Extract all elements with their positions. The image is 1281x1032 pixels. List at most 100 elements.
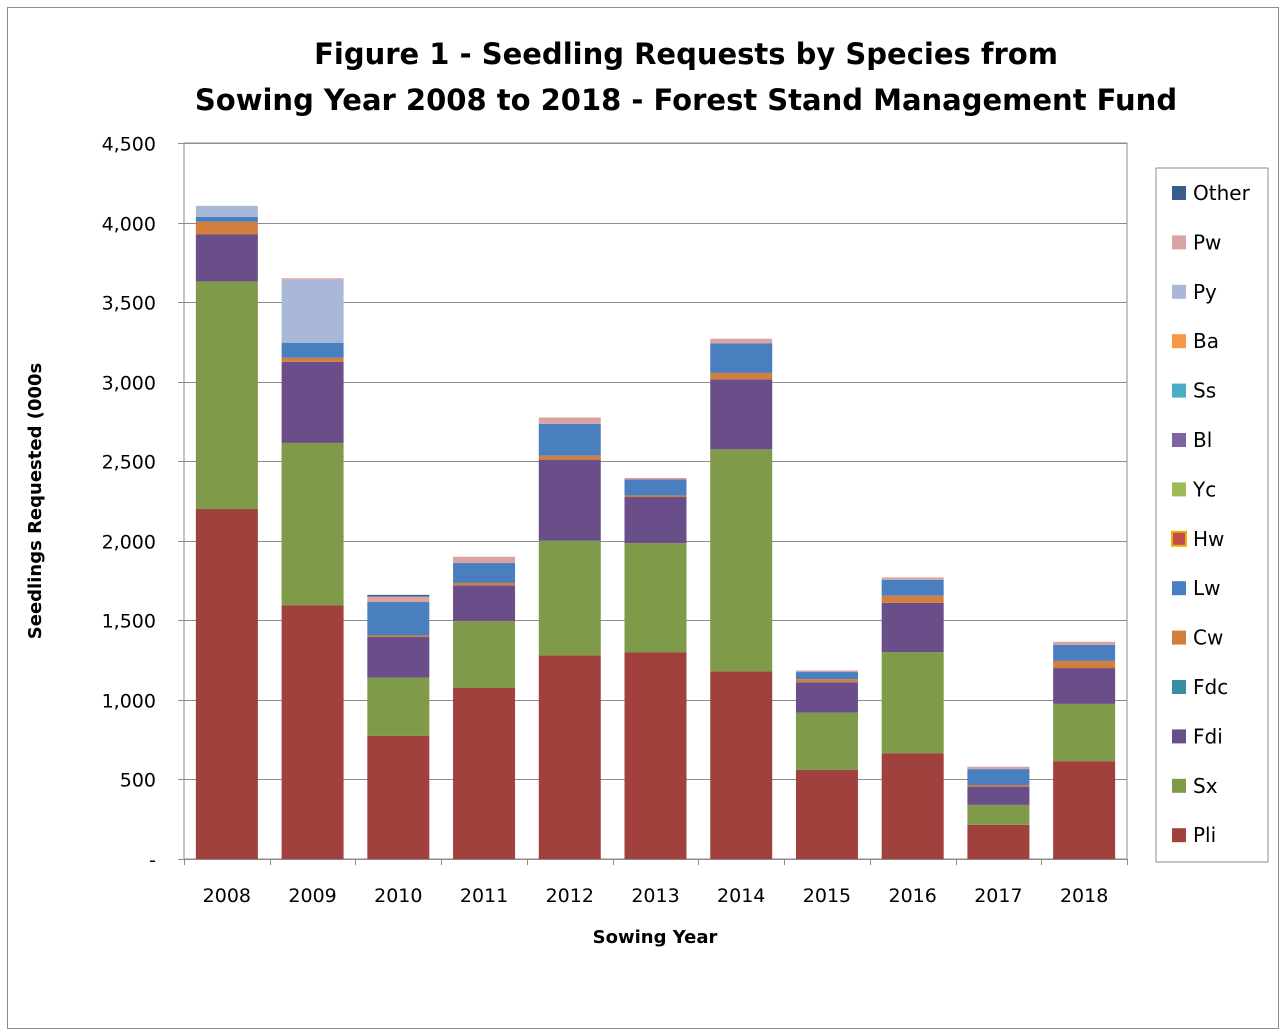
y-tick-label: 1,000 [102,691,156,713]
bar-segment-pli-2011 [453,687,516,859]
y-tick-label: 500 [120,770,156,792]
bar-segment-pw-2009 [281,278,344,280]
bar-segment-cw-2011 [453,582,516,586]
bar-segment-lw-2012 [538,423,601,456]
bar-segment-other-2010 [367,594,430,597]
legend-label-pw: Pw [1193,230,1221,254]
bar-segment-cw-2018 [1053,660,1116,669]
legend-label-ba: Ba [1193,329,1219,353]
x-tick-label: 2017 [974,885,1022,907]
x-axis-title: Sowing Year [593,927,718,948]
bar-segment-cw-2016 [881,595,944,603]
legend-label-pli: Pli [1193,823,1216,847]
chart-title-line-2: Sowing Year 2008 to 2018 - Forest Stand … [195,83,1177,117]
bar-segment-sx-2011 [453,621,516,688]
legend-label-py: Py [1193,280,1217,304]
x-tick-label: 2015 [803,885,851,907]
bar-segment-pli-2015 [795,769,858,859]
x-tick-label: 2014 [717,885,765,907]
x-tick-label: 2009 [288,885,336,907]
bar-segment-pli-2012 [538,655,601,859]
legend-label-lw: Lw [1193,576,1221,600]
legend-label-bl: Bl [1193,428,1212,452]
bar-segment-sx-2008 [195,281,258,509]
bar-segment-cw-2017 [967,785,1030,787]
legend-swatch-ss [1172,383,1186,398]
legend-swatch-lw [1172,581,1186,596]
bar-segment-pw-2015 [795,670,858,673]
y-tick-label: 1,500 [102,611,156,633]
bar-segment-pli-2013 [624,652,687,859]
bar-segment-py-2008 [195,205,258,217]
legend-swatch-bl [1172,433,1186,447]
legend-swatch-hw [1171,530,1187,547]
bar-segment-pli-2008 [195,508,258,859]
bar-segment-lw-2011 [453,563,516,583]
bar-segment-fdi-2015 [795,682,858,713]
x-tick-label: 2008 [203,885,251,907]
bar-segment-sx-2012 [538,540,601,656]
legend-label-fdi: Fdi [1193,724,1223,748]
bar-segment-fdi-2010 [367,637,430,678]
bar-segment-pli-2010 [367,735,430,859]
legend-swatch-sx [1172,778,1186,793]
x-tick-label: 2012 [546,885,594,907]
legend-swatch-other [1172,186,1186,200]
bar-segment-fdi-2012 [538,459,601,541]
bar-segment-sx-2018 [1053,703,1116,762]
bar-segment-cw-2014 [710,372,773,380]
y-tick-label: 2,500 [102,452,156,474]
bar-segment-fdi-2009 [281,361,344,443]
bar-segment-lw-2014 [710,343,773,373]
bar-segment-cw-2010 [367,635,430,638]
bar-segment-fdi-2014 [710,379,773,450]
bar-segment-pli-2017 [967,824,1030,859]
legend-label-sx: Sx [1193,774,1218,798]
bars [195,205,1116,859]
bar-segment-pw-2013 [624,477,687,480]
bar-segment-fdi-2016 [881,602,944,653]
legend-swatch-py [1172,284,1186,299]
bar-segment-sx-2016 [881,652,944,754]
bar-segment-pw-2014 [710,338,773,344]
y-tick-label: - [149,850,156,872]
legend-swatch-yc [1172,482,1186,497]
bar-segment-lw-2018 [1053,644,1116,661]
x-tick-label: 2011 [460,885,508,907]
bar-segment-pw-2010 [367,596,430,603]
bar-segment-py-2009 [281,279,344,343]
bar-segment-pli-2016 [881,753,944,859]
bar-segment-cw-2012 [538,455,601,460]
chart-title-line-1: Figure 1 - Seedling Requests by Species … [314,37,1058,71]
legend-swatch-fdc [1172,680,1186,694]
bar-segment-fdi-2017 [967,786,1030,805]
bar-segment-fdi-2011 [453,585,516,622]
legend-swatch-pw [1172,235,1186,250]
bar-segment-sx-2015 [795,712,858,770]
bar-segment-pw-2016 [881,577,944,580]
legend-label-fdc: Fdc [1193,675,1228,699]
bar-segment-fdi-2013 [624,497,687,544]
legend-label-hw: Hw [1193,527,1224,551]
bar-segment-sx-2014 [710,449,773,672]
bar-segment-lw-2008 [195,216,258,222]
y-tick-label: 3,000 [102,373,156,395]
legend-label-yc: Yc [1192,477,1216,501]
legend-swatch-cw [1172,630,1186,645]
x-tick-label: 2018 [1060,885,1108,907]
y-tick-label: 4,500 [102,134,156,156]
legend-box [1155,167,1269,863]
y-tick-label: 3,500 [102,293,156,315]
bar-segment-cw-2008 [195,221,258,235]
legend-swatch-fdi [1172,729,1186,744]
legend-swatch-ba [1172,334,1186,349]
legend-label-cw: Cw [1193,626,1223,650]
x-tick-label: 2016 [889,885,937,907]
x-tick-label: 2013 [631,885,679,907]
y-tick-label: 2,000 [102,532,156,554]
bar-segment-pw-2017 [967,766,1030,770]
axes: - 500 1,000 1,500 2,000 2,500 3,000 3,500 4,000 4… [102,134,1128,907]
bar-segment-sx-2017 [967,804,1030,825]
legend: Other Pw Py Ba Ss Bl Yc Hw Lw Cw Fdc Fdi Sx Pli [1155,167,1269,863]
bar-segment-pli-2018 [1053,761,1116,859]
